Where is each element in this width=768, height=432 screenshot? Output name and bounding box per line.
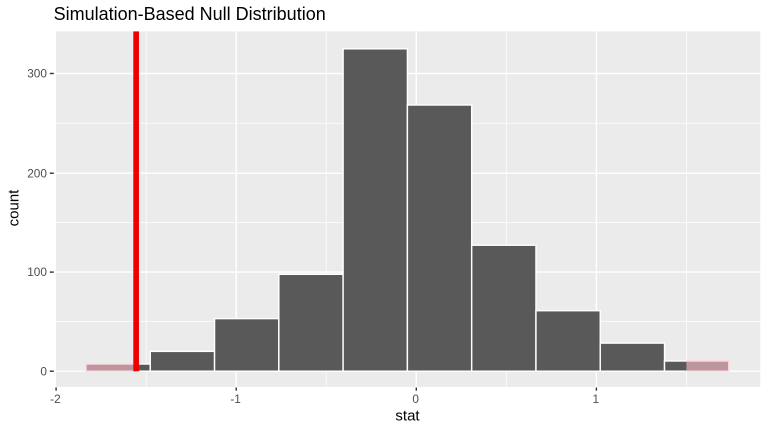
svg-text:stat: stat [395, 408, 420, 425]
svg-text:count: count [5, 189, 22, 227]
svg-text:Simulation-Based Null Distribu: Simulation-Based Null Distribution [54, 4, 326, 24]
svg-text:300: 300 [27, 67, 47, 81]
svg-text:-1: -1 [230, 392, 241, 406]
svg-text:0: 0 [40, 364, 47, 378]
svg-text:1: 1 [593, 392, 600, 406]
svg-text:200: 200 [27, 166, 47, 180]
svg-text:100: 100 [27, 265, 47, 279]
svg-text:-2: -2 [50, 392, 61, 406]
svg-text:0: 0 [412, 392, 419, 406]
